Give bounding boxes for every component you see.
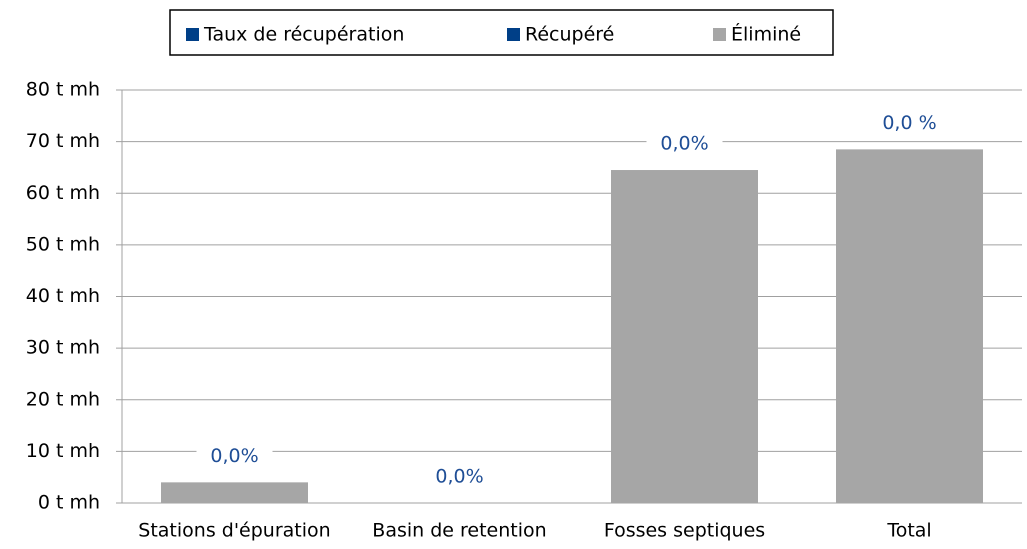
legend-label: Éliminé — [731, 23, 801, 46]
x-tick-label: Stations d'épuration — [138, 520, 330, 542]
legend-swatch — [713, 28, 726, 41]
x-tick-label: Fosses septiques — [604, 520, 765, 542]
y-tick-label: 20 t mh — [26, 388, 100, 410]
legend-swatch — [507, 28, 520, 41]
data-label: 0,0% — [660, 133, 708, 155]
y-tick-label: 0 t mh — [38, 492, 100, 514]
y-tick-label: 80 t mh — [26, 79, 100, 101]
bar — [161, 482, 308, 503]
legend-swatch — [186, 28, 199, 41]
bar — [836, 149, 983, 503]
x-tick-label: Total — [886, 520, 931, 542]
data-label: 0,0% — [210, 445, 258, 467]
y-tick-label: 10 t mh — [26, 440, 100, 462]
label-bg — [196, 443, 273, 470]
y-tick-label: 70 t mh — [26, 130, 100, 152]
y-tick-label: 60 t mh — [26, 182, 100, 204]
data-label: 0,0 % — [882, 112, 936, 134]
bar — [611, 170, 758, 504]
label-bg — [421, 464, 498, 490]
label-bg — [646, 131, 723, 158]
y-tick-label: 30 t mh — [26, 337, 100, 359]
x-tick-label: Basin de retention — [372, 520, 546, 542]
legend-label: Taux de récupération — [203, 24, 404, 46]
data-label: 0,0% — [435, 466, 483, 488]
legend-label: Récupéré — [525, 24, 614, 46]
label-bg — [871, 110, 948, 137]
y-tick-label: 40 t mh — [26, 285, 100, 307]
y-tick-label: 50 t mh — [26, 233, 100, 255]
